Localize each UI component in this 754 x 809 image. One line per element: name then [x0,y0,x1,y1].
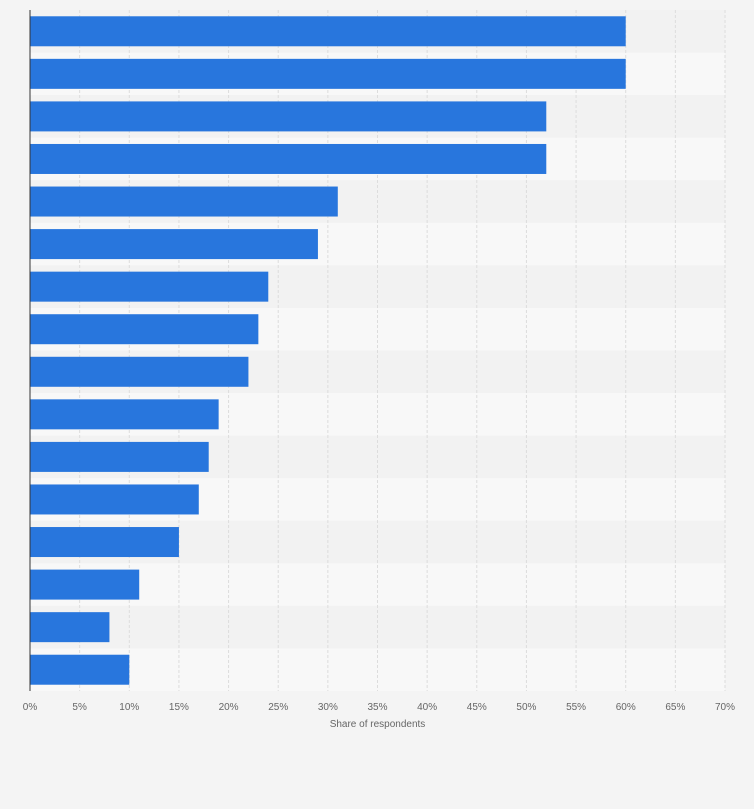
bar [30,654,130,685]
x-tick-label: 30% [318,702,338,713]
row-band [30,648,725,691]
bar [30,569,140,600]
bar [30,314,259,345]
x-tick-label: 35% [367,702,387,713]
bar [30,399,219,430]
bar [30,101,547,132]
x-tick-label: 10% [119,702,139,713]
bar [30,441,209,472]
bar [30,484,199,515]
gridlines [79,10,726,691]
x-tick-label: 5% [72,702,87,713]
bar [30,16,626,47]
x-axis-title: Share of respondents [330,719,426,730]
bar [30,143,547,174]
x-tick-label: 25% [268,702,288,713]
bar [30,58,626,89]
bar [30,186,338,217]
x-tick-label: 15% [169,702,189,713]
x-tick-label: 20% [219,702,239,713]
x-tick-label: 65% [665,702,685,713]
bars-group [30,16,626,685]
bar [30,612,110,643]
x-tick-label: 0% [23,702,38,713]
bar [30,527,179,558]
x-tick-label: 40% [417,702,437,713]
bar [30,356,249,387]
x-tick-label: 55% [566,702,586,713]
x-tick-label: 70% [715,702,735,713]
x-tick-label: 60% [616,702,636,713]
x-tick-labels: 0% 5% 10% 15% 20% 25% 30% 35% 40% 45% 50% 55% 60% 65%… [23,702,735,713]
x-tick-label: 50% [516,702,536,713]
bar [30,271,269,302]
x-tick-label: 45% [467,702,487,713]
bar [30,229,318,260]
